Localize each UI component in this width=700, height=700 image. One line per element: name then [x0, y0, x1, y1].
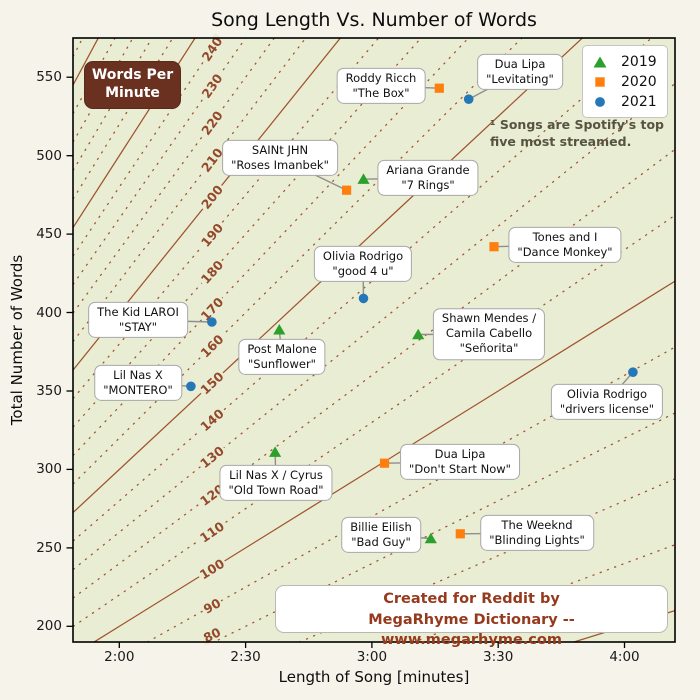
x-tick-label: 3:30 — [483, 649, 514, 665]
legend: 2019 2020 2021 — [582, 45, 668, 118]
y-tick-label: 550 — [36, 69, 62, 86]
legend-label: 2020 — [621, 74, 657, 90]
y-tick-label: 400 — [36, 304, 62, 321]
triangle-icon — [593, 56, 607, 68]
chart-title: Song Length Vs. Number of Words — [211, 9, 537, 31]
credit-box: Created for Reddit by MegaRhyme Dictiona… — [275, 585, 668, 648]
square-icon — [595, 77, 605, 87]
y-axis-label: Total Number of Words — [8, 254, 26, 426]
wpm-box-line2: Minute — [105, 85, 160, 102]
y-tick-label: 250 — [36, 539, 62, 556]
legend-item: 2019 — [592, 52, 659, 72]
y-tick-label: 200 — [36, 618, 62, 635]
y-tick-label: 300 — [36, 461, 62, 478]
credit-line2: MegaRhyme Dictionary -- www.megarhyme.co… — [368, 611, 575, 649]
source-note-line2: five most streamed. — [490, 134, 632, 149]
legend-label: 2021 — [621, 94, 657, 110]
circle-icon — [595, 97, 605, 107]
source-note: ¹ Songs are Spotify's top five most stre… — [490, 116, 664, 150]
y-tick-label: 450 — [36, 226, 62, 243]
legend-label: 2019 — [621, 54, 657, 70]
x-tick-label: 2:30 — [230, 649, 261, 665]
x-axis-label: Length of Song [minutes] — [278, 668, 470, 686]
x-tick-label: 4:00 — [609, 649, 640, 665]
wpm-guide-line — [73, 214, 675, 628]
legend-item: 2021 — [592, 92, 659, 112]
x-tick-label: 3:00 — [356, 649, 388, 665]
wpm-box-line1: Words Per — [91, 67, 174, 83]
legend-item: 2020 — [592, 72, 659, 92]
x-tick-label: 2:00 — [104, 649, 135, 665]
wpm-guide-line — [73, 148, 675, 599]
credit-line1: Created for Reddit by — [383, 591, 560, 607]
wpm-guide-line — [73, 83, 675, 571]
y-tick-label: 500 — [36, 147, 62, 164]
wpm-legend-box: Words Per Minute — [84, 61, 181, 109]
source-note-line1: ¹ Songs are Spotify's top — [490, 117, 664, 132]
y-tick-label: 350 — [36, 383, 62, 399]
